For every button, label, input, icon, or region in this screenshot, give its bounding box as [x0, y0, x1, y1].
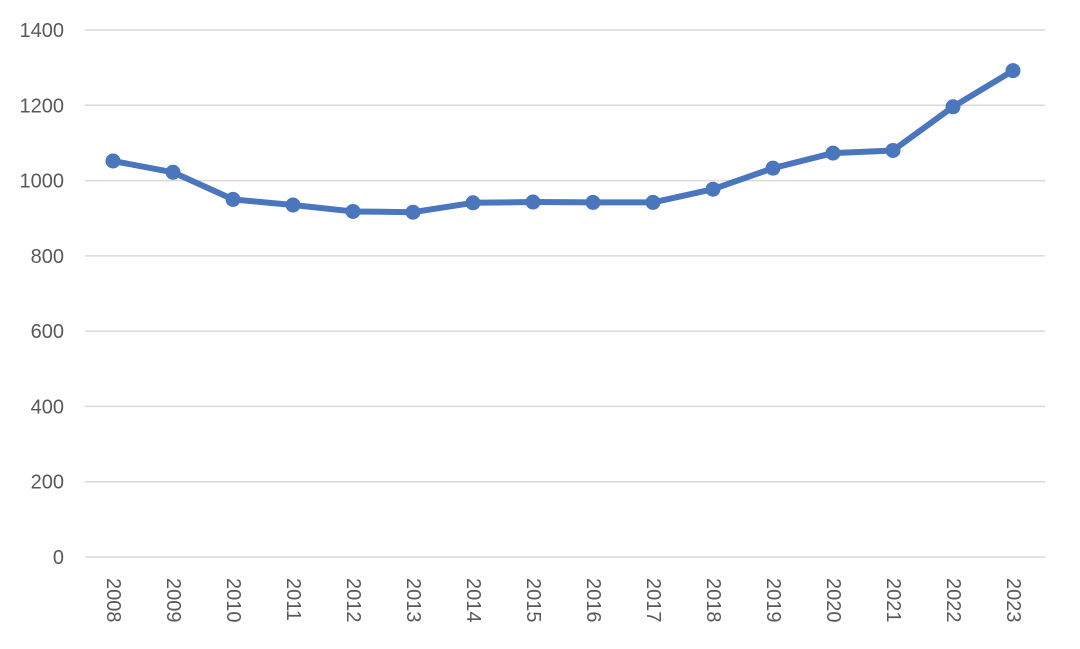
data-point [945, 99, 961, 115]
data-point [345, 203, 361, 219]
data-point [105, 153, 121, 169]
y-tick-label: 400 [31, 396, 64, 418]
data-point [825, 145, 841, 161]
x-tick-label: 2013 [402, 578, 424, 623]
x-tick-label: 2016 [582, 578, 604, 623]
data-point [585, 194, 601, 210]
y-tick-label: 1400 [20, 20, 65, 42]
x-tick-label: 2015 [522, 578, 544, 623]
y-tick-label: 200 [31, 472, 64, 494]
data-point [405, 204, 421, 220]
x-tick-label: 2022 [942, 578, 964, 623]
data-point [1005, 63, 1021, 79]
x-tick-label: 2018 [702, 578, 724, 623]
x-tick-label: 2009 [162, 578, 184, 623]
x-axis-tick-labels: 2008 2009 2010 2011 2012 2013 2014 2015 2016 2017… [102, 578, 1024, 623]
x-tick-label: 2014 [462, 578, 484, 623]
data-point [705, 181, 721, 197]
x-tick-label: 2008 [102, 578, 124, 623]
series-line [110, 67, 1016, 216]
data-point [645, 194, 661, 210]
y-tick-label: 1200 [20, 95, 65, 117]
y-tick-label: 800 [31, 246, 64, 268]
data-point [465, 195, 481, 211]
y-tick-label: 0 [53, 547, 64, 569]
y-tick-label: 1000 [20, 171, 65, 193]
data-point [165, 164, 181, 180]
x-tick-label: 2017 [642, 578, 664, 623]
data-point [765, 160, 781, 176]
x-tick-label: 2020 [822, 578, 844, 623]
y-tick-label: 600 [31, 321, 64, 343]
x-tick-label: 2010 [222, 578, 244, 623]
data-point [885, 142, 901, 158]
data-point [525, 194, 541, 210]
grid-lines [85, 29, 1045, 558]
x-tick-label: 2011 [282, 578, 304, 621]
data-point [285, 197, 301, 213]
x-tick-label: 2012 [342, 578, 364, 623]
x-tick-label: 2021 [882, 578, 904, 623]
series-layer [105, 63, 1021, 220]
data-point [225, 191, 241, 207]
y-axis-tick-labels: 0 200 400 600 800 1000 1200 1400 [20, 20, 65, 569]
x-tick-label: 2023 [1002, 578, 1024, 623]
x-tick-label: 2019 [762, 578, 784, 623]
